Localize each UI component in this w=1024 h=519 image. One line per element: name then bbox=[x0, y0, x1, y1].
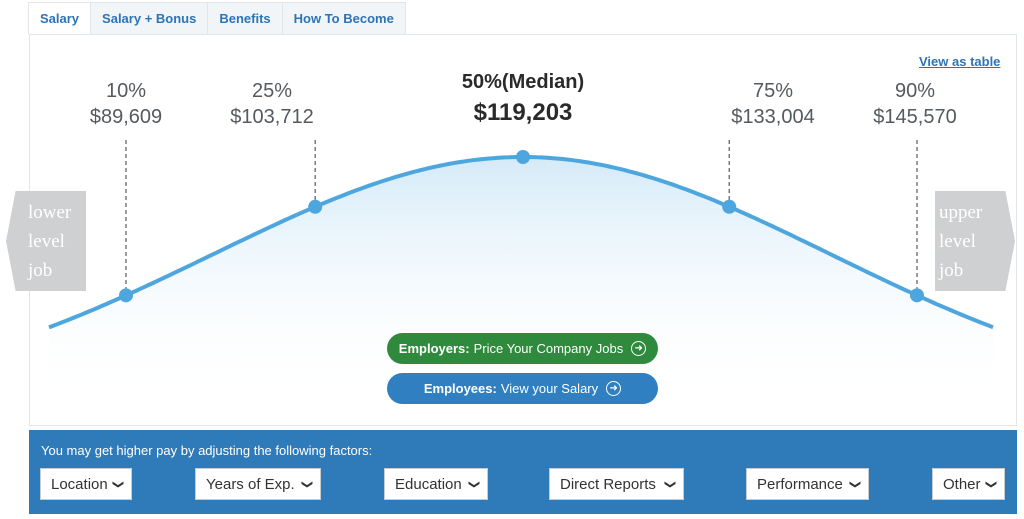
percentile-75-pct: 75% bbox=[752, 80, 794, 102]
other-select-label: Other bbox=[943, 475, 981, 493]
percentile-75-label: 75% $133,004 bbox=[731, 78, 814, 130]
percentile-90-label: 90% $145,570 bbox=[873, 78, 956, 130]
chevron-down-icon: ❯ bbox=[984, 479, 997, 489]
direct-reports-select[interactable]: Direct Reports ❯ bbox=[549, 468, 684, 500]
percentile-25-pct: 25% bbox=[251, 80, 293, 102]
percentile-25-amount: $103,712 bbox=[230, 106, 314, 128]
view-as-table-link[interactable]: View as table bbox=[919, 54, 1001, 69]
employers-price-jobs-button[interactable]: Employers: Price Your Company Jobs ➜ bbox=[387, 333, 658, 364]
pay-factors-bar: You may get higher pay by adjusting the … bbox=[29, 430, 1017, 514]
upper-level-word-3: job bbox=[939, 260, 964, 281]
upper-level-word-2: level bbox=[939, 231, 976, 252]
percentile-50-label: 50%(Median) $119,203 bbox=[462, 68, 584, 130]
lower-level-job-button[interactable]: lower level job bbox=[6, 191, 86, 291]
chevron-down-icon: ❯ bbox=[467, 479, 480, 489]
lower-level-word-1: lower bbox=[28, 202, 72, 223]
tab-benefits[interactable]: Benefits bbox=[207, 2, 283, 34]
tab-salary[interactable]: Salary bbox=[28, 2, 92, 34]
percentile-75-amount: $133,004 bbox=[731, 106, 815, 128]
upper-level-job-button[interactable]: upper level job bbox=[935, 191, 1015, 291]
chevron-down-icon: ❯ bbox=[848, 479, 861, 489]
tab-how-to-become[interactable]: How To Become bbox=[281, 2, 406, 34]
chevron-down-icon: ❯ bbox=[111, 479, 124, 489]
percentile-90-pct: 90% bbox=[894, 80, 936, 102]
education-select[interactable]: Education ❯ bbox=[384, 468, 488, 500]
percentile-10-pct: 10% bbox=[105, 80, 147, 102]
lower-level-word-2: level bbox=[28, 231, 65, 252]
tab-salary-bonus[interactable]: Salary + Bonus bbox=[90, 2, 209, 34]
performance-select[interactable]: Performance ❯ bbox=[746, 468, 869, 500]
upper-level-word-1: upper bbox=[939, 202, 983, 223]
direct-reports-select-label: Direct Reports bbox=[560, 475, 656, 493]
pay-factors-intro: You may get higher pay by adjusting the … bbox=[41, 443, 373, 458]
percentile-50-amount: $119,203 bbox=[473, 99, 573, 126]
tab-bar: Salary Salary + Bonus Benefits How To Be… bbox=[28, 2, 406, 34]
percentile-10-amount: $89,609 bbox=[89, 106, 163, 128]
other-select[interactable]: Other ❯ bbox=[932, 468, 1005, 500]
performance-select-label: Performance bbox=[757, 475, 843, 493]
employees-text: View your Salary bbox=[500, 381, 599, 396]
arrow-right-circle-icon: ➜ bbox=[631, 341, 647, 356]
arrow-right-circle-icon: ➜ bbox=[606, 381, 622, 396]
lower-level-word-3: job bbox=[28, 260, 53, 281]
years-of-exp-select[interactable]: Years of Exp. ❯ bbox=[195, 468, 321, 500]
education-select-label: Education bbox=[395, 475, 462, 493]
location-select[interactable]: Location ❯ bbox=[40, 468, 132, 500]
employers-label: Employers: bbox=[398, 341, 470, 356]
percentile-25-label: 25% $103,712 bbox=[230, 78, 313, 130]
chevron-down-icon: ❯ bbox=[663, 479, 676, 489]
employees-view-salary-button[interactable]: Employees: View your Salary ➜ bbox=[387, 373, 658, 404]
chevron-down-icon: ❯ bbox=[300, 479, 313, 489]
employers-text: Price Your Company Jobs bbox=[473, 341, 624, 356]
location-select-label: Location bbox=[51, 475, 108, 493]
years-of-exp-select-label: Years of Exp. bbox=[206, 475, 295, 493]
percentile-90-amount: $145,570 bbox=[873, 106, 957, 128]
percentile-10-label: 10% $89,609 bbox=[90, 78, 162, 130]
percentile-50-pct: 50%(Median) bbox=[461, 71, 585, 93]
employees-label: Employees: bbox=[423, 381, 497, 396]
